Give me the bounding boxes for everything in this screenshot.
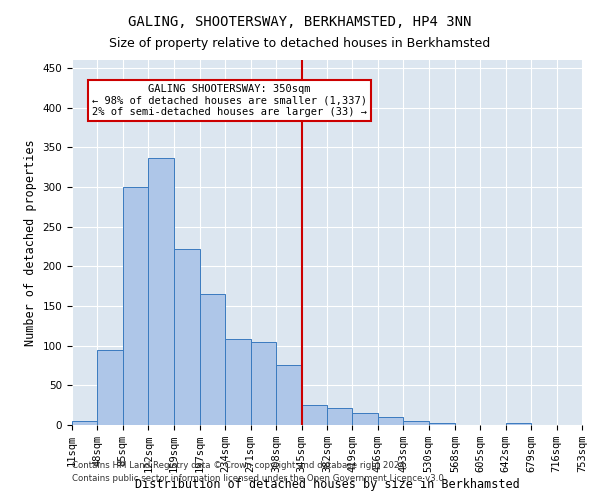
Bar: [327, 408, 352, 425]
Bar: [429, 422, 455, 425]
Text: Contains public sector information licensed under the Open Government Licence v3: Contains public sector information licen…: [72, 474, 446, 483]
Bar: [123, 187, 148, 425]
Bar: [200, 294, 225, 425]
Bar: [352, 413, 378, 425]
X-axis label: Distribution of detached houses by size in Berkhamsted: Distribution of detached houses by size …: [134, 478, 520, 491]
Bar: [276, 366, 302, 425]
Bar: [251, 342, 276, 425]
Y-axis label: Number of detached properties: Number of detached properties: [24, 139, 37, 346]
Text: GALING SHOOTERSWAY: 350sqm
← 98% of detached houses are smaller (1,337)
2% of se: GALING SHOOTERSWAY: 350sqm ← 98% of deta…: [92, 84, 367, 117]
Bar: [97, 350, 123, 425]
Text: Size of property relative to detached houses in Berkhamsted: Size of property relative to detached ho…: [109, 38, 491, 51]
Bar: [174, 249, 200, 425]
Bar: [225, 340, 251, 425]
Text: Contains HM Land Registry data © Crown copyright and database right 2024.: Contains HM Land Registry data © Crown c…: [72, 460, 407, 469]
Bar: [302, 405, 327, 425]
Bar: [378, 417, 403, 425]
Bar: [72, 421, 97, 425]
Bar: [148, 158, 174, 425]
Text: GALING, SHOOTERSWAY, BERKHAMSTED, HP4 3NN: GALING, SHOOTERSWAY, BERKHAMSTED, HP4 3N…: [128, 15, 472, 29]
Bar: [403, 421, 429, 425]
Bar: [506, 422, 531, 425]
